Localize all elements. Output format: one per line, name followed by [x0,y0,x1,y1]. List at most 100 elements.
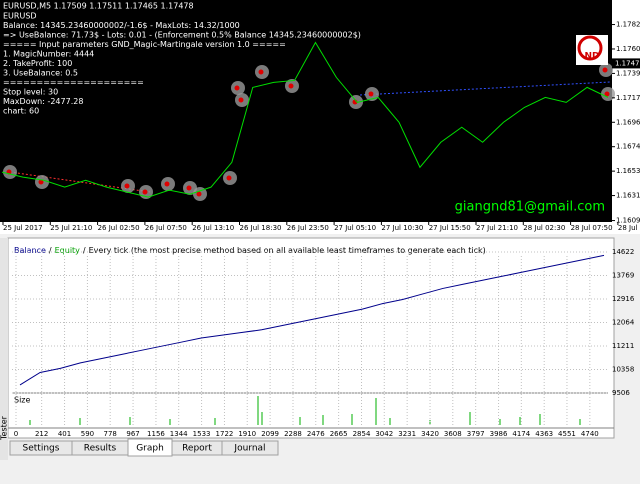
trade-marker-dot [186,185,192,191]
info-line: => UseBalance: 71.73$ - Lots: 0.01 - (En… [3,31,361,40]
trade-marker-dot [368,91,374,97]
y-tick-label: 12064 [612,319,635,327]
price-tick-label: 1.16745 [616,143,640,151]
trade-marker-dot [38,179,44,185]
x-tick-label: 4174 [512,430,530,438]
info-line: Stop level: 30 [3,88,58,97]
size-bars [29,396,581,425]
time-label: 26 Jul 02:50 [98,224,140,232]
price-tick-label: 1.16960 [616,118,640,126]
y-tick-label: 13769 [612,272,634,280]
time-label: 25 Jul 21:10 [50,224,92,232]
balance-line [19,254,605,386]
trade-marker-dot [288,83,294,89]
time-label: 28 Jul 13:10 [618,224,640,232]
tab-label[interactable]: Graph [136,444,164,454]
tab-label[interactable]: Settings [23,444,60,454]
price-axis-bg [612,0,640,232]
info-line: ===================== [3,78,144,87]
time-label: 27 Jul 21:10 [476,224,518,232]
x-tick-label: 3042 [375,430,393,438]
y-tick-label: 9506 [612,389,630,397]
trade-marker-dot [602,67,608,73]
x-tick-label: 4551 [558,430,576,438]
time-label: 26 Jul 13:10 [192,224,234,232]
price-tick-label: 1.16530 [616,167,640,175]
tester-panel [7,237,615,439]
trade-line [359,81,611,96]
trade-marker-dot [226,175,232,181]
legend-sep: / [49,246,52,255]
y-tick-label: 10358 [612,366,634,374]
x-tick-label: 2288 [284,430,302,438]
x-tick-label: 0 [14,430,18,438]
current-price: 1.17478 [615,59,640,67]
trade-marker-dot [142,189,148,195]
trade-marker-dot [196,191,202,197]
price-tick-label: 1.17605 [616,45,640,53]
price-tick-label: 1.17390 [616,69,640,77]
legend: Balance / Equity / Every tick (the most prec… [14,246,486,255]
tab-bar: Settings Results Graph Report Journal [9,438,279,457]
info-line: MaxDown: -2477.28 [3,97,83,106]
current-price-box [612,58,640,69]
info-line: EURUSD [3,12,37,21]
size-label: Size [14,396,31,405]
time-label: 25 Jul 2017 [3,224,43,232]
time-label: 27 Jul 05:10 [334,224,376,232]
info-line: Balance: 14345.23460000002/-1.6$ - MaxLo… [3,21,240,30]
price-tick-label: 1.17175 [616,94,640,102]
legend-item: Equity [55,246,81,255]
x-tick-label: 778 [103,430,116,438]
time-label: 28 Jul 07:50 [571,224,613,232]
trade-marker-dot [164,181,170,187]
info-line: 1. MagicNumber: 4444 [3,50,94,59]
x-tick-label: 590 [81,430,94,438]
trade-marker-dot [238,97,244,103]
legend-sep: / [83,246,86,255]
trade-marker-dot [258,69,264,75]
trade-marker-dot [124,183,130,189]
x-tick-label: 2665 [330,430,348,438]
x-tick-label: 212 [35,430,48,438]
legend-item: Every tick (the most precise method base… [89,246,486,255]
x-tick-label: 3420 [421,430,439,438]
tab-label[interactable]: Report [182,444,212,454]
side-bar [0,238,8,460]
x-tick-label: 2854 [353,430,371,438]
tab-label[interactable]: Journal [233,444,265,454]
x-tick-label: 4363 [535,430,553,438]
trade-markers [3,63,615,201]
price-tick-label: 1.16095 [616,217,640,225]
x-tick-label: 1722 [216,430,234,438]
x-tick-label: 2099 [261,430,279,438]
info-line: ===== Input parameters GND_Magic-Marting… [3,40,286,49]
price-line [1,41,609,198]
x-tick-label: 3608 [444,430,462,438]
time-label: 26 Jul 07:50 [145,224,187,232]
x-tick-label: 1533 [193,430,211,438]
symbol-line: EURUSD,M5 1.17509 1.17511 1.17465 1.1747… [3,2,194,11]
x-tick-label: 967 [126,430,139,438]
legend-item: Balance [14,246,46,255]
time-label: 26 Jul 18:30 [240,224,282,232]
x-tick-label: 1344 [170,430,188,438]
email: giangnd81@gmail.com [455,200,605,215]
tab-label[interactable]: Results [84,444,117,454]
side-label: Tester [0,415,9,441]
x-tick-label: 4740 [581,430,599,438]
x-tick-label: 1910 [238,430,256,438]
time-label: 28 Jul 02:30 [523,224,565,232]
price-tick-label: 1.16315 [616,192,640,200]
x-tick-label: 1156 [147,430,165,438]
tab[interactable] [221,440,279,456]
price-tick-label: 1.17820 [616,21,640,29]
time-axis-bg [0,222,640,234]
x-tick-label: 3797 [467,430,485,438]
logo-ring [577,35,603,61]
time-label: 26 Jul 23:50 [287,224,329,232]
info-line: 2. TakeProfit: 100 [3,59,72,68]
y-tick-label: 14622 [612,248,634,256]
x-tick-label: 3986 [490,430,508,438]
